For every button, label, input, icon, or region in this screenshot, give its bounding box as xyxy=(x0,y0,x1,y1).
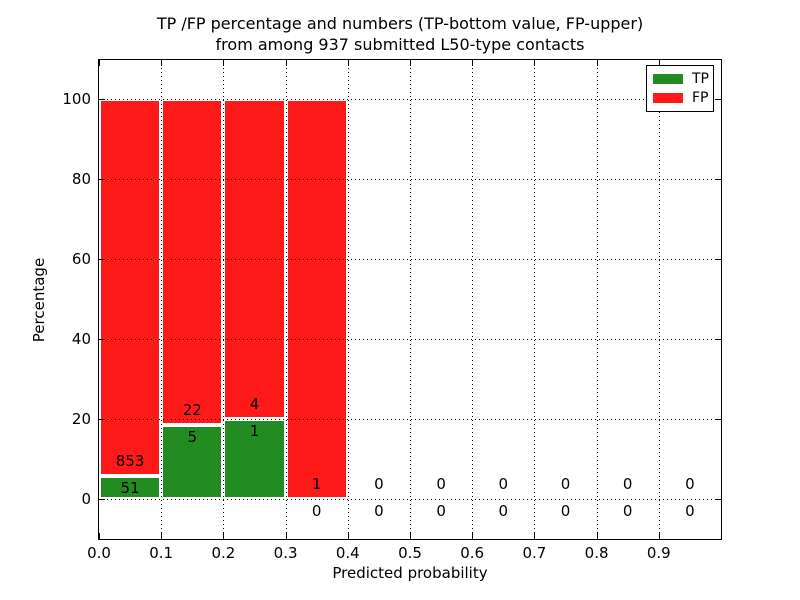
x-tick-mark-top xyxy=(472,60,474,66)
fp-count-label: 0 xyxy=(560,475,571,493)
y-tick-mark-right xyxy=(715,499,721,500)
x-tick-label: 0.8 xyxy=(584,544,609,562)
y-tick-mark xyxy=(99,339,105,340)
y-tick-label: 0 xyxy=(81,490,91,508)
fp-count-label: 4 xyxy=(249,395,260,413)
x-tick-mark xyxy=(347,533,349,539)
y-tick-label: 20 xyxy=(71,410,91,428)
tp-count-label: 0 xyxy=(311,502,322,520)
tp-count-label: 0 xyxy=(560,502,571,520)
gridline-vertical xyxy=(658,60,660,539)
chart-title-line2: from among 937 submitted L50-type contac… xyxy=(215,35,585,54)
plot-area xyxy=(98,59,722,540)
bar-segment-tp xyxy=(161,424,224,499)
y-tick-label: 80 xyxy=(71,170,91,188)
gridline-vertical xyxy=(410,60,411,539)
y-axis-label: Percentage xyxy=(30,257,48,343)
y-tick-mark-right xyxy=(715,259,721,260)
bar-segment-tp xyxy=(99,476,162,499)
x-tick-mark-top xyxy=(658,60,660,66)
x-axis-label: Predicted probability xyxy=(332,564,488,582)
x-tick-mark xyxy=(410,533,411,539)
tp-count-label: 0 xyxy=(685,502,695,520)
tp-count-label: 0 xyxy=(374,502,384,520)
gridline-vertical xyxy=(534,60,536,539)
gridline-vertical xyxy=(161,60,163,539)
gridline-vertical xyxy=(472,60,474,539)
tp-count-label: 0 xyxy=(622,502,633,520)
fp-count-label: 1 xyxy=(311,475,322,493)
fp-count-label: 0 xyxy=(685,475,695,493)
x-tick-mark xyxy=(658,533,660,539)
x-tick-label: 0.5 xyxy=(398,544,422,562)
fp-count-label: 0 xyxy=(436,475,446,493)
legend-label-tp: TP xyxy=(692,71,709,88)
gridline-vertical xyxy=(347,60,349,539)
x-tick-mark-top xyxy=(596,60,598,66)
bar-segment-tp xyxy=(223,419,286,499)
tp-count-label: 5 xyxy=(187,427,198,446)
bar-segment-fp xyxy=(99,99,162,477)
chart-title-line1: TP /FP percentage and numbers (TP-bottom… xyxy=(156,14,644,33)
x-tick-label: 0.9 xyxy=(646,544,671,562)
chart-title: TP /FP percentage and numbers (TP-bottom… xyxy=(0,13,800,55)
y-tick-mark xyxy=(99,259,105,260)
tp-swatch-icon xyxy=(653,74,683,85)
x-tick-mark xyxy=(472,533,474,539)
x-tick-mark xyxy=(285,533,287,539)
y-tick-label: 60 xyxy=(71,250,91,268)
y-tick-mark-right xyxy=(715,419,721,420)
fp-count-label: 0 xyxy=(498,475,509,493)
x-tick-label: 0.2 xyxy=(211,544,236,562)
legend-row: FP xyxy=(653,89,709,106)
y-tick-label: 100 xyxy=(62,90,91,108)
x-tick-label: 0.3 xyxy=(273,544,298,562)
bar-segment-fp xyxy=(285,99,348,499)
x-tick-mark xyxy=(596,533,598,539)
x-tick-mark-top xyxy=(285,60,287,66)
legend: TP FP xyxy=(646,65,714,112)
x-tick-mark-top xyxy=(161,60,163,66)
x-tick-mark-top xyxy=(99,60,100,66)
fp-swatch-icon xyxy=(653,92,683,103)
x-tick-mark-top xyxy=(410,60,411,66)
x-tick-mark xyxy=(161,533,163,539)
y-tick-mark-right xyxy=(715,99,721,100)
x-tick-mark xyxy=(223,533,225,539)
fp-count-label: 853 xyxy=(115,452,145,471)
bar-segment-fp xyxy=(161,99,224,425)
x-tick-label: 0.6 xyxy=(460,544,485,562)
y-tick-mark xyxy=(99,179,105,180)
x-tick-mark xyxy=(534,533,536,539)
y-tick-label: 40 xyxy=(71,330,91,348)
gridline-vertical xyxy=(223,60,225,539)
tp-count-label: 1 xyxy=(249,422,260,440)
fp-count-label: 0 xyxy=(622,475,633,493)
x-tick-mark-top xyxy=(347,60,349,66)
y-tick-mark-right xyxy=(715,339,721,340)
y-tick-mark xyxy=(99,99,105,100)
legend-label-fp: FP xyxy=(692,89,709,106)
y-tick-mark xyxy=(99,499,105,500)
tp-count-label: 0 xyxy=(436,502,446,520)
x-tick-mark-top xyxy=(223,60,225,66)
fp-count-label: 22 xyxy=(182,400,202,419)
fp-count-label: 0 xyxy=(374,475,384,493)
x-tick-label: 0.7 xyxy=(522,544,547,562)
legend-row: TP xyxy=(653,71,709,88)
x-tick-label: 0.1 xyxy=(149,544,174,562)
tp-count-label: 0 xyxy=(498,502,509,520)
x-tick-mark xyxy=(99,533,100,539)
x-tick-label: 0.0 xyxy=(87,544,111,562)
x-tick-label: 0.4 xyxy=(335,544,360,562)
gridline-vertical xyxy=(285,60,287,539)
gridline-vertical xyxy=(596,60,598,539)
y-tick-mark xyxy=(99,419,105,420)
y-tick-mark-right xyxy=(715,179,721,180)
x-tick-mark-top xyxy=(534,60,536,66)
tp-count-label: 51 xyxy=(120,479,140,498)
